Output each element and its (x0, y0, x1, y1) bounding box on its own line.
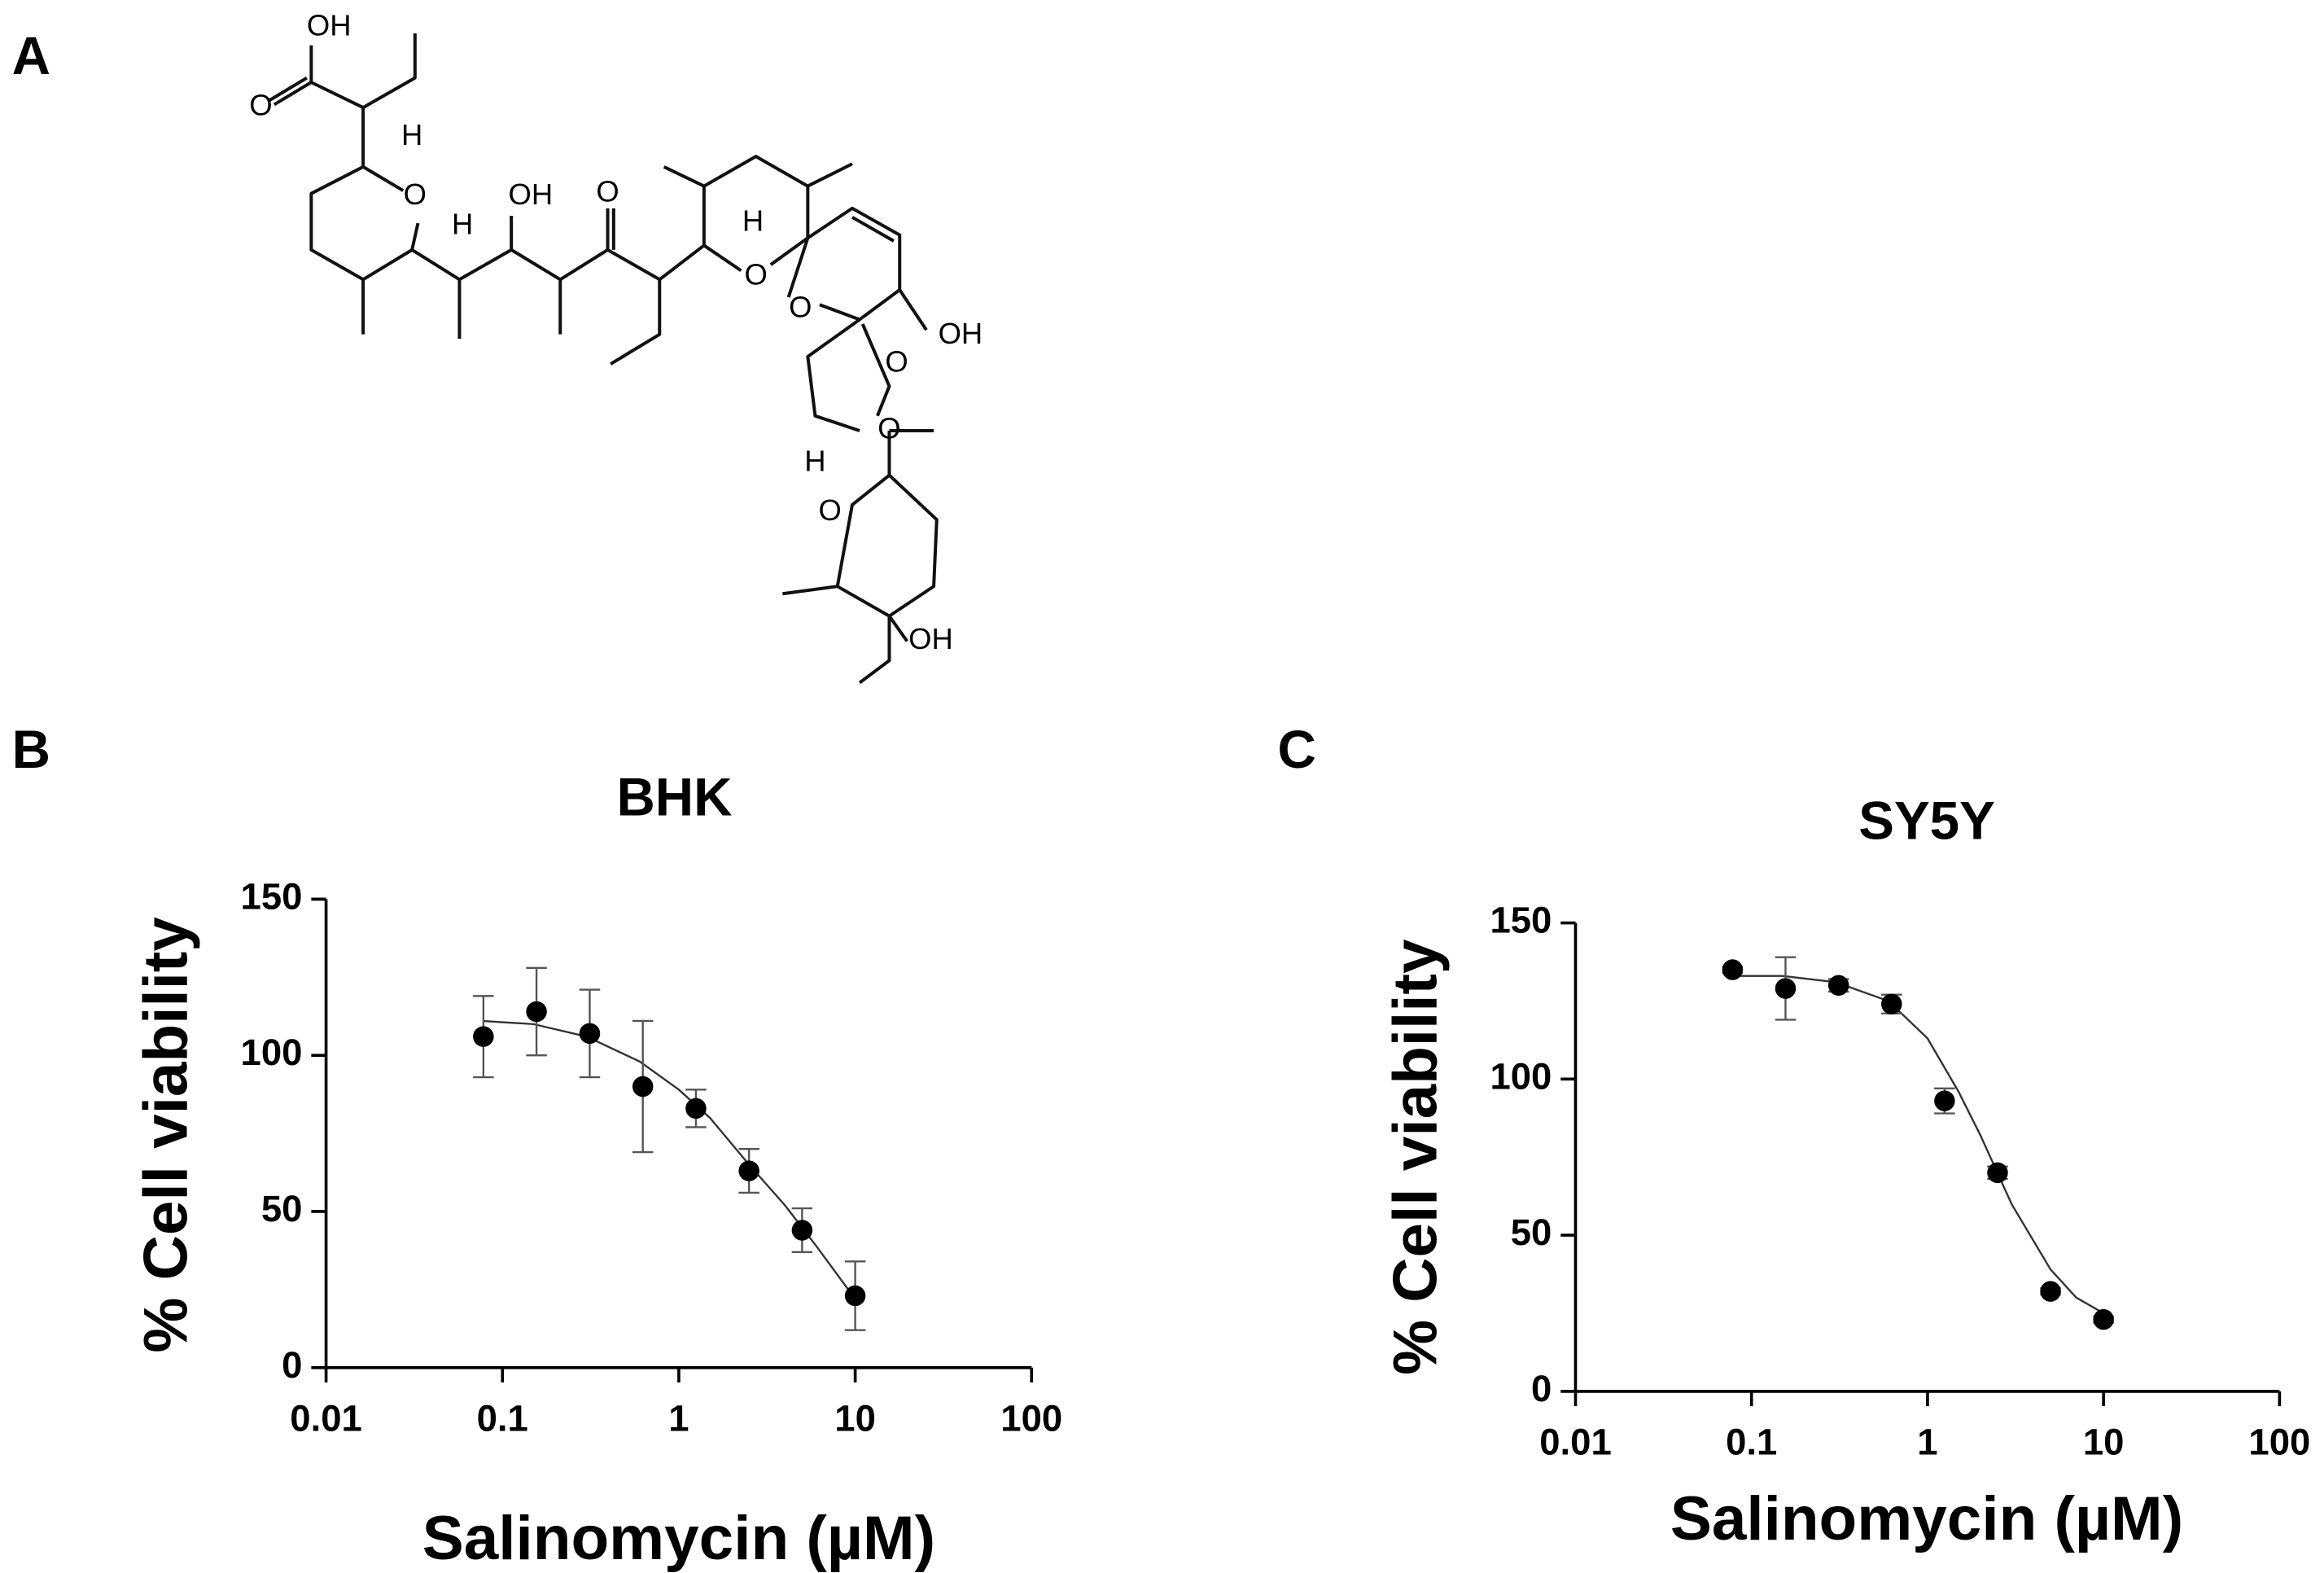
x-tick-label: 10 (834, 1397, 876, 1439)
atom-label: O (789, 290, 812, 323)
y-axis-label: % Cell viability (132, 917, 201, 1353)
data-point (526, 1001, 547, 1023)
data-point (791, 1220, 813, 1241)
data-point (2040, 1281, 2061, 1302)
x-tick-label: 0.1 (477, 1397, 528, 1439)
atom-label: H (742, 204, 764, 238)
atom-label: H (401, 118, 422, 151)
y-tick-label: 50 (1511, 1212, 1552, 1253)
x-tick-label: 0.01 (290, 1397, 362, 1439)
data-point (1722, 959, 1744, 980)
bond (663, 155, 853, 273)
x-tick-label: 0.1 (1726, 1421, 1777, 1462)
data-point (1934, 1090, 1955, 1111)
molecule (269, 33, 939, 685)
x-axis-label: Salinomycin (µM) (422, 1504, 935, 1573)
y-tick-label: 100 (241, 1032, 303, 1073)
atom-label: OH (908, 622, 953, 655)
y-tick-label: 150 (1490, 900, 1552, 941)
x-axis-label: Salinomycin (µM) (1670, 1484, 2183, 1553)
atom-label: H (452, 207, 473, 240)
bond (782, 318, 939, 685)
atom-label: O (818, 493, 841, 527)
data-point (579, 1023, 601, 1045)
data-point (1881, 993, 1902, 1014)
y-axis-label: % Cell viability (1381, 939, 1451, 1375)
data-point (632, 1076, 654, 1098)
panel-label: C (1278, 720, 1316, 779)
y-tick-label: 0 (282, 1344, 302, 1386)
atom-label: H (804, 445, 825, 478)
bond (786, 206, 928, 331)
data-point (738, 1160, 759, 1181)
chart-title: BHK (616, 768, 732, 827)
panel-label: A (12, 26, 50, 85)
atom-label: O (885, 345, 908, 379)
atom-label: O (596, 174, 619, 208)
y-tick-label: 150 (241, 875, 303, 917)
bond (411, 208, 706, 366)
data-point (1775, 978, 1797, 999)
atom-label: O (744, 257, 767, 291)
x-tick-label: 100 (1000, 1397, 1062, 1439)
y-tick-label: 50 (261, 1188, 303, 1229)
data-point (1987, 1162, 2008, 1184)
fit-curve (483, 1019, 856, 1300)
y-tick-label: 0 (1531, 1368, 1552, 1409)
data-point (685, 1098, 707, 1120)
atom-label: O (878, 412, 900, 445)
chart-title: SY5Y (1858, 791, 1995, 851)
atom-label: OH (509, 177, 554, 211)
bond (269, 33, 417, 335)
x-tick-label: 0.01 (1539, 1421, 1612, 1462)
fit-curve (1732, 975, 2104, 1314)
y-tick-label: 100 (1490, 1055, 1552, 1097)
x-tick-label: 10 (2083, 1421, 2125, 1462)
atom-label: O (404, 177, 427, 211)
x-tick-label: 1 (1917, 1421, 1937, 1462)
data-point (844, 1285, 866, 1307)
x-tick-label: 100 (2248, 1421, 2310, 1462)
data-point (1827, 975, 1849, 996)
atom-label: OH (939, 317, 983, 350)
bond (309, 165, 420, 282)
x-tick-label: 1 (668, 1397, 689, 1439)
panel-label: B (12, 720, 50, 779)
data-point (2093, 1308, 2114, 1330)
data-point (473, 1026, 494, 1047)
atom-label: OH (307, 8, 352, 42)
atom-label: O (249, 89, 272, 122)
